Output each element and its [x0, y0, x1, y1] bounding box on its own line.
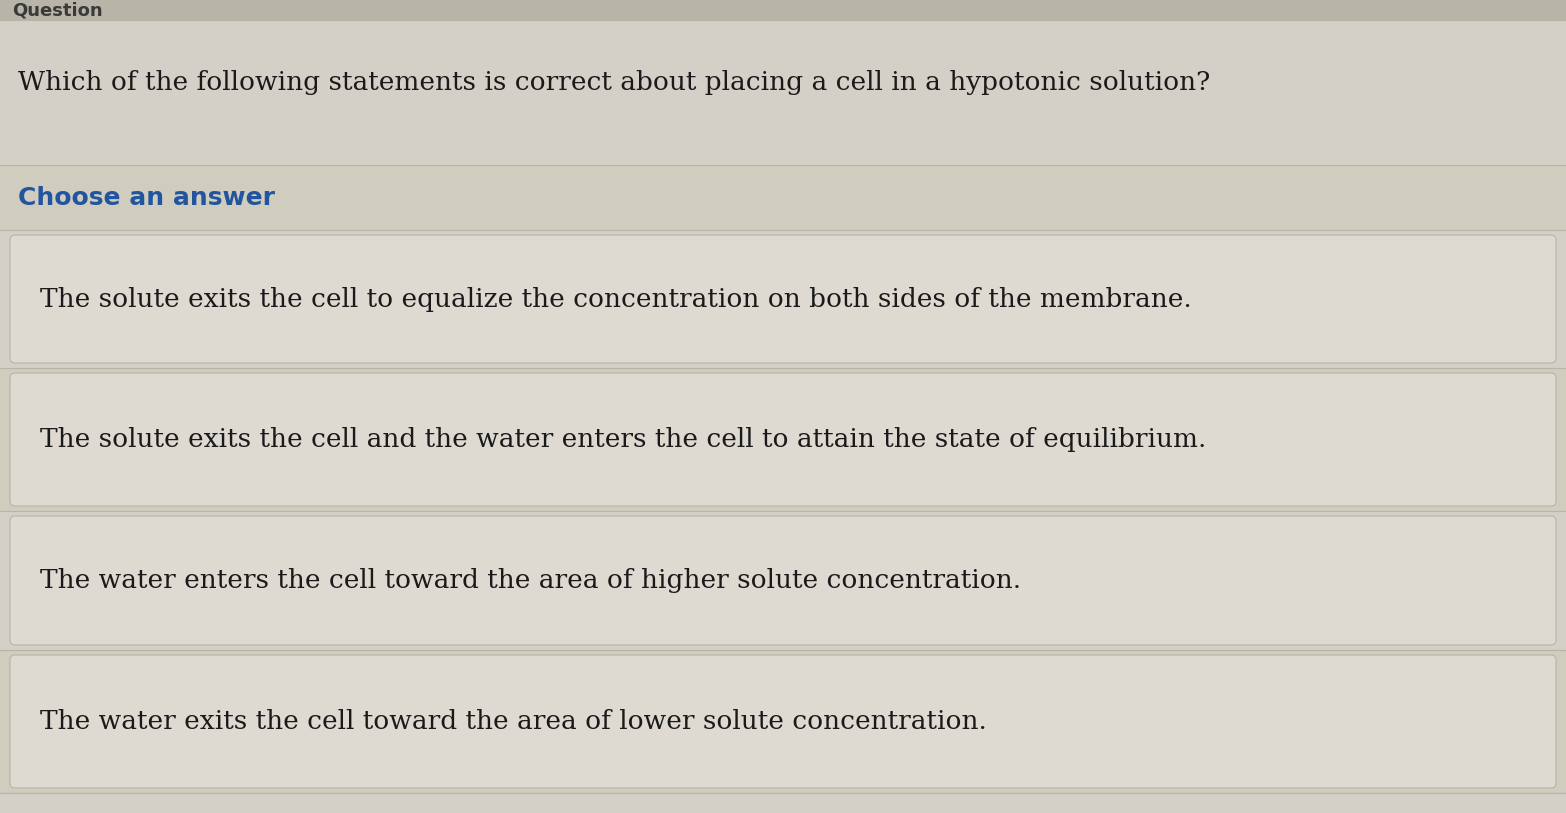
Text: The water enters the cell toward the area of higher solute concentration.: The water enters the cell toward the are… — [41, 568, 1021, 593]
FancyBboxPatch shape — [9, 655, 1557, 788]
Bar — [0, 511, 1566, 650]
Text: The water exits the cell toward the area of lower solute concentration.: The water exits the cell toward the area… — [41, 709, 987, 734]
Bar — [0, 230, 1566, 368]
Bar — [0, 165, 1566, 230]
FancyBboxPatch shape — [9, 516, 1557, 645]
Text: Choose an answer: Choose an answer — [17, 185, 276, 210]
Bar — [0, 0, 1566, 20]
Text: Question: Question — [13, 1, 103, 19]
Bar — [0, 650, 1566, 793]
Text: The solute exits the cell and the water enters the cell to attain the state of e: The solute exits the cell and the water … — [41, 427, 1206, 452]
FancyBboxPatch shape — [9, 373, 1557, 506]
Text: The solute exits the cell to equalize the concentration on both sides of the mem: The solute exits the cell to equalize th… — [41, 286, 1192, 311]
Bar — [0, 20, 1566, 165]
Text: Which of the following statements is correct about placing a cell in a hypotonic: Which of the following statements is cor… — [17, 70, 1211, 95]
Bar — [0, 368, 1566, 511]
FancyBboxPatch shape — [9, 235, 1557, 363]
